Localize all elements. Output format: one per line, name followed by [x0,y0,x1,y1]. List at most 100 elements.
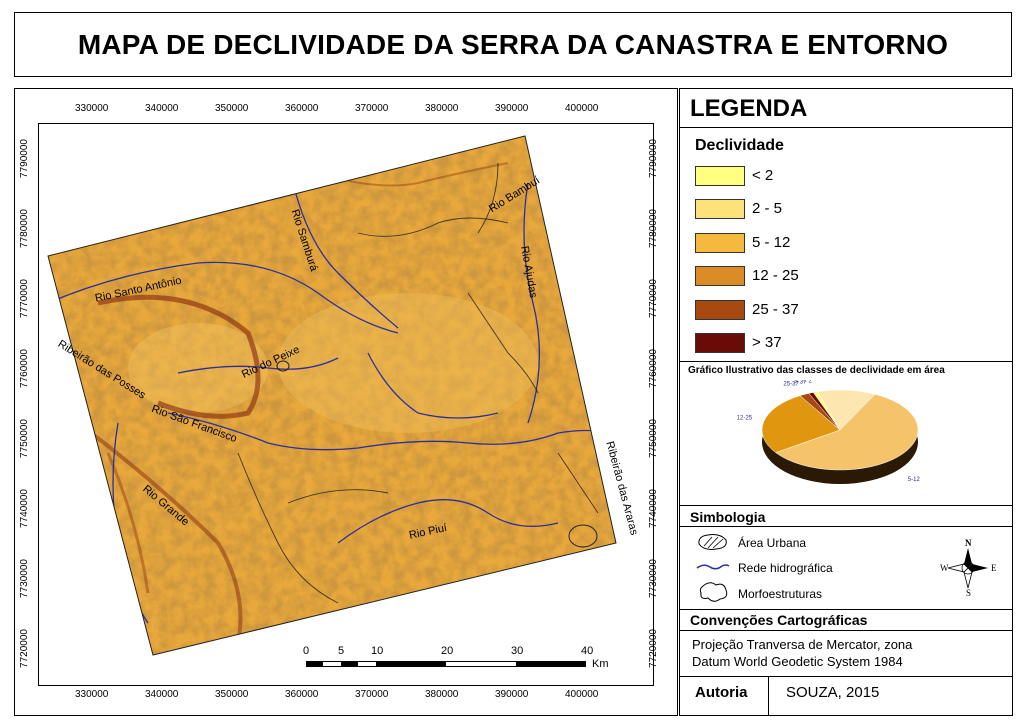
pie-label: 12-25 [737,415,753,421]
river-line [48,261,399,334]
urban-area-marker [276,360,290,372]
x-tick-top: 360000 [285,103,319,114]
drainage-line [237,452,339,604]
urban-area-icon [698,534,727,550]
river-line [292,182,399,329]
map-title: MAPA DE DECLIVIDADE DA SERRA DA CANASTRA… [77,29,949,60]
x-tick-top: 370000 [355,103,389,114]
conventions-title: Convenções Cartográficas [690,612,868,628]
symbology-item: Área Urbana [738,536,807,550]
authorship-label: Autoria [695,684,748,701]
title-box: MAPA DE DECLIVIDADE DA SERRA DA CANASTRA… [14,12,1012,77]
symbology-title: Simbologia [690,509,766,525]
chart-title: Gráfico Ilustrativo das classes de decli… [688,365,945,376]
drainage-line [557,452,599,514]
x-tick-bottom: 360000 [285,689,319,700]
river-line [337,499,559,544]
legend-swatch [695,166,745,186]
compass-e: E [991,563,997,573]
map-neatline [38,123,654,686]
scale-label: 40 [581,645,594,657]
pie-label: < 2 [803,380,812,385]
scalebar: 0 5 10 20 30 40 Km [303,645,609,675]
legend-label: 12 - 25 [752,267,799,284]
y-tick-left: 7750000 [18,419,30,458]
scale-label: 10 [371,645,384,657]
north-arrow-icon [947,548,988,589]
authorship-value: SOUZA, 2015 [786,684,880,701]
legend-swatch [695,266,745,286]
drainage-line [477,162,499,234]
river-line [167,412,614,451]
map-outline [47,135,617,656]
plateau-area [128,323,268,413]
river-line [177,357,339,374]
scale-label: 5 [338,645,345,657]
symbology-item: Rede hidrográfica [738,561,833,575]
drainage-line [287,489,389,504]
legend-divider [679,505,1013,506]
compass-w: W [940,563,949,573]
y-tick-left: 7720000 [18,629,30,668]
legend-divider [679,361,1013,362]
pie-label: 5-12 [908,477,921,483]
y-tick-left: 7770000 [18,279,30,318]
pie-slice [775,394,919,471]
x-tick-bottom: 350000 [215,689,249,700]
scale-label: 30 [511,645,524,657]
legend-swatch [695,199,745,219]
y-tick-left: 7790000 [18,139,30,178]
slope-pie-chart: < 2 2-5 5-12 12-25 25-37> 37 [737,380,921,484]
legend-heading: LEGENDA [690,95,808,122]
x-tick-top: 330000 [75,103,109,114]
scale-unit: Km [592,658,609,670]
x-tick-bottom: 390000 [495,689,529,700]
pie-slice [761,395,841,453]
x-tick-top: 380000 [425,103,459,114]
scale-label: 0 [303,645,310,657]
datum-text: Datum World Geodetic System 1984 [692,654,903,669]
legend-label: 25 - 37 [752,301,799,318]
river-line [523,182,541,424]
drainage-line [467,292,539,394]
legend-divider [679,127,1013,128]
scale-label: 20 [441,645,454,657]
x-tick-top: 400000 [565,103,599,114]
slope-map [47,135,617,656]
x-tick-bottom: 380000 [425,689,459,700]
pie-slice [808,392,841,431]
river-line [367,352,499,419]
x-tick-bottom: 370000 [355,689,389,700]
scale-segment [341,661,358,667]
legend-divider [679,609,1013,610]
escarpment [97,294,261,419]
legend-frame [679,88,1013,716]
map-frame [14,88,678,716]
pie-label: 2-5 [844,380,853,382]
legend-divider [679,526,1013,527]
pie-label: > 37 [795,380,808,386]
legend-swatch [695,300,745,320]
river-network-icon [696,564,730,570]
compass-n: N [965,538,972,548]
legend-label: > 37 [752,334,782,351]
y-tick-left: 7780000 [18,209,30,248]
compass-s: S [966,588,972,598]
legend-divider [679,630,1013,631]
projection-text: Projeção Tranversa de Mercator, zona [692,637,913,652]
x-tick-bottom: 400000 [565,689,599,700]
morphostructure-icon [699,582,728,602]
x-tick-top: 350000 [215,103,249,114]
scale-segment [376,661,446,667]
declividade-title: Declividade [695,137,784,154]
legend-label: 5 - 12 [752,234,791,251]
drainage-line [357,217,509,237]
y-tick-left: 7760000 [18,349,30,388]
escarpment [106,452,150,594]
x-tick-top: 390000 [495,103,529,114]
legend-swatch [695,333,745,353]
authorship-divider [768,676,769,716]
escarpment [76,421,243,644]
legend-label: < 2 [752,167,774,184]
pie-label: 25-37 [783,382,799,388]
